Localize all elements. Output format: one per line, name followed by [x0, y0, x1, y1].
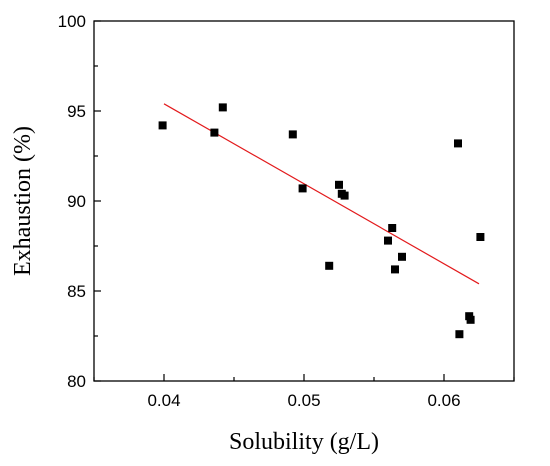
y-axis-title: Exhaustion (%) — [10, 126, 36, 276]
data-point — [398, 252, 406, 261]
data-point — [388, 224, 397, 232]
tick-labels: 0.04 0.05 0.06 80 85 90 95 100 — [58, 12, 461, 410]
y-tick-label: 100 — [58, 12, 86, 31]
data-point — [466, 315, 475, 324]
y-tick-label: 80 — [67, 372, 86, 391]
data-point — [455, 330, 464, 339]
data-point — [335, 180, 343, 189]
x-axis-title: Solubility (g/L) — [229, 429, 379, 455]
x-tick-label: 0.06 — [427, 391, 460, 410]
data-point — [288, 130, 297, 139]
data-point — [210, 128, 219, 137]
data-point — [158, 121, 167, 130]
axis-ticks — [93, 20, 515, 382]
y-tick-label: 95 — [67, 102, 86, 121]
data-point — [218, 103, 227, 112]
data-point — [325, 261, 334, 270]
data-point — [298, 184, 307, 193]
data-point — [384, 236, 392, 245]
plot-frame — [93, 20, 515, 382]
data-point — [391, 265, 399, 274]
x-tick-label: 0.05 — [287, 391, 320, 410]
data-point — [454, 139, 462, 148]
data-point — [340, 191, 349, 200]
x-tick-label: 0.04 — [147, 391, 180, 410]
data-points — [158, 103, 485, 339]
y-tick-label: 90 — [67, 192, 86, 211]
data-point — [476, 233, 485, 241]
y-tick-label: 85 — [67, 282, 86, 301]
